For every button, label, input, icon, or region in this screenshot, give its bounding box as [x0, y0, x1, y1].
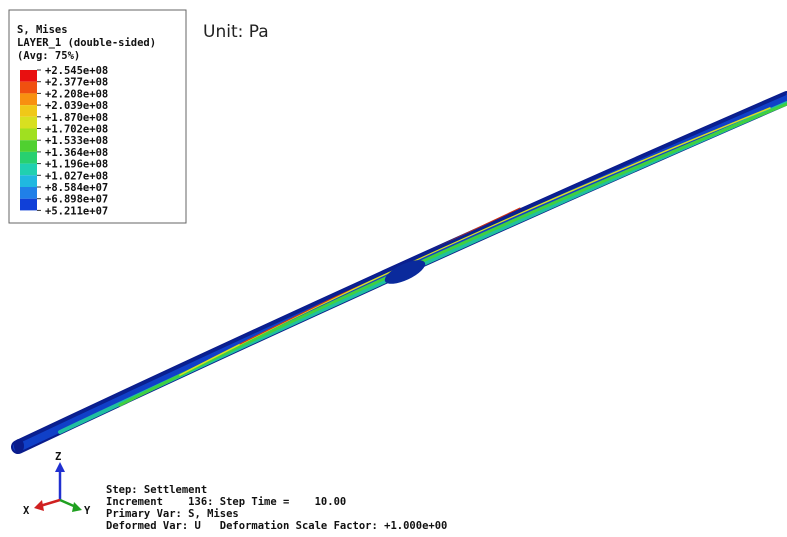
legend-label: +1.027e+08: [45, 170, 108, 182]
color-swatch: [20, 70, 37, 82]
triad-z: Z: [55, 451, 61, 463]
color-bar: [20, 70, 37, 210]
color-swatch: [20, 129, 37, 141]
legend-label: +1.533e+08: [45, 135, 108, 147]
legend-title: (Avg: 75%): [17, 50, 80, 62]
triad-x: X: [23, 505, 30, 517]
color-swatch: [20, 164, 37, 176]
legend-label: +1.196e+08: [45, 159, 108, 171]
legend-label: +6.898e+07: [45, 194, 108, 206]
legend-title: LAYER_1 (double-sided): [17, 37, 156, 49]
info-line: Step: Settlement: [106, 484, 207, 496]
legend-label: +2.377e+08: [45, 77, 108, 89]
legend-label: +1.364e+08: [45, 147, 108, 159]
legend-label: +1.870e+08: [45, 112, 108, 124]
color-swatch: [20, 105, 37, 117]
info-line: Deformed Var: U Deformation Scale Factor…: [106, 520, 447, 532]
legend-label: +2.208e+08: [45, 88, 108, 100]
info-line: Primary Var: S, Mises: [106, 508, 239, 520]
legend-label: +2.545e+08: [45, 65, 108, 77]
legend-label: +2.039e+08: [45, 100, 108, 112]
color-swatch: [20, 175, 37, 187]
color-swatch: [20, 187, 37, 199]
legend-label: +8.584e+07: [45, 182, 108, 194]
color-swatch: [20, 140, 37, 152]
color-swatch: [20, 199, 37, 211]
color-swatch: [20, 82, 37, 94]
info-line: Increment 136: Step Time = 10.00: [106, 496, 346, 508]
legend-label: +1.702e+08: [45, 124, 108, 136]
color-swatch: [20, 152, 37, 164]
legend-label: +5.211e+07: [45, 205, 108, 217]
page: S, MisesLAYER_1 (double-sided)(Avg: 75%)…: [0, 0, 787, 537]
triad-y: Y: [84, 505, 91, 517]
viewport: S, MisesLAYER_1 (double-sided)(Avg: 75%)…: [0, 0, 787, 537]
unit-label: Unit: Pa: [203, 22, 269, 42]
color-swatch: [20, 117, 37, 129]
legend-title: S, Mises: [17, 24, 68, 36]
color-swatch: [20, 93, 37, 105]
